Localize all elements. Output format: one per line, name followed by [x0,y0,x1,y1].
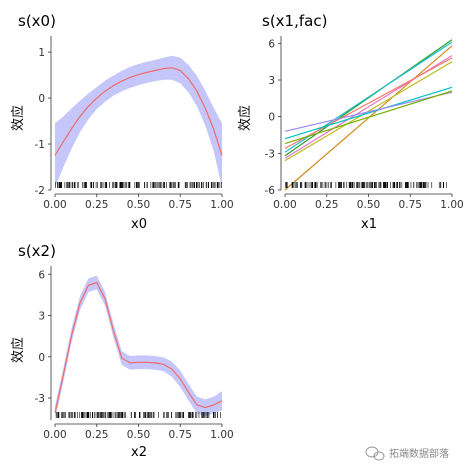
x-tick-label: 0.00 [43,429,66,441]
panel-s-x1-fac: s(x1,fac) 效应 x1 -6 -3 0 3 6 0.00 0.25 0.50 0.75 1… [237,12,464,232]
plot-area: -6 -3 0 3 6 0.00 0.25 0.50 0.75 1.00 [265,36,464,211]
y-tick-label: -1 [35,139,45,151]
panel-title: s(x1,fac) [262,12,327,30]
x-tick-label: 0.00 [43,199,66,211]
x-tick-label: 1.00 [440,199,463,211]
plot-area: -2 -1 0 1 0.00 0.25 0.50 0.75 1.00 [35,36,234,211]
series-line [284,91,453,132]
y-tick-label: 0 [268,112,275,124]
x-tick-label: 0.25 [85,199,108,211]
y-tick-label: -3 [265,148,275,160]
series-line [54,67,223,156]
series-line [54,281,223,414]
series-line [284,57,453,149]
x-tick-label: 0.25 [85,429,108,441]
y-tick-label: 6 [268,38,275,50]
plot-area: -3 0 3 6 0.00 0.25 0.50 0.75 1.00 [35,266,234,441]
rug [56,412,221,418]
y-tick-label: 3 [268,75,275,87]
series-line [284,86,453,140]
y-axis-title: 效应 [10,105,26,131]
panel-s-x0: s(x0) 效应 x0 -2 -1 0 1 0.00 0.25 0.50 0.75 1.00 [10,12,234,232]
x-tick-label: 0.50 [127,429,150,441]
x-tick-label: 0.75 [169,429,192,441]
panel-title: s(x0) [18,12,56,30]
x-tick-label: 0.50 [127,199,150,211]
y-tick-label: 0 [38,352,45,364]
x-axis-title: x0 [131,217,147,232]
x-tick-label: 0.75 [169,199,192,211]
y-tick-label: 3 [38,311,45,323]
x-tick-label: 0.00 [273,199,296,211]
rug [285,182,447,188]
series-line [284,90,453,145]
y-tick-label: -3 [35,393,45,405]
x-tick-label: 0.75 [399,199,422,211]
watermark: 拓端数据部落 [365,446,449,461]
wechat-icon [365,446,385,461]
y-axis-title: 效应 [10,337,26,363]
y-tick-label: 1 [38,47,45,59]
panel-s-x2: s(x2) 效应 x2 -3 0 3 6 0.00 0.25 0.50 0.75 1.00 [10,242,234,460]
y-tick-label: 6 [38,269,45,281]
y-axis-title: 效应 [237,105,253,131]
confidence-band [55,55,222,188]
y-tick-label: -2 [35,185,45,197]
x-tick-label: 1.00 [210,429,233,441]
x-axis-title: x2 [131,445,147,460]
confidence-band [55,275,222,420]
x-tick-label: 0.25 [315,199,338,211]
x-tick-label: 1.00 [210,199,233,211]
y-tick-label: 0 [38,93,45,105]
watermark-text: 拓端数据部落 [389,447,449,460]
y-tick-label: -6 [265,185,276,197]
rug [55,182,222,188]
x-tick-label: 0.50 [357,199,380,211]
x-axis-title: x1 [361,217,377,232]
panel-title: s(x2) [18,242,56,260]
